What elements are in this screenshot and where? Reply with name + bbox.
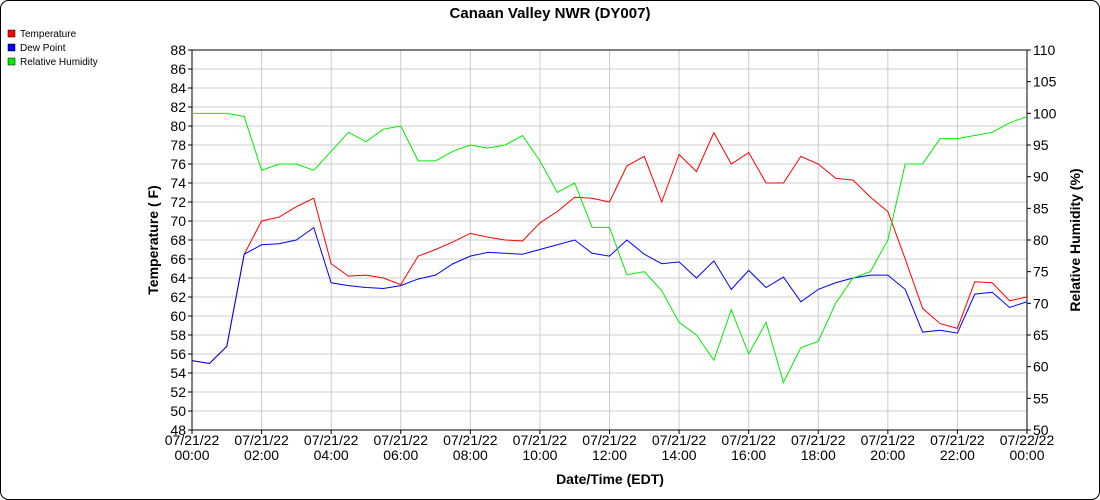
y-tick-label: 48 bbox=[170, 422, 186, 438]
y-tick-label: 60 bbox=[170, 308, 186, 324]
x-tick-label: 07/21/22 02:00 bbox=[234, 432, 289, 463]
chart-title: Canaan Valley NWR (DY007) bbox=[450, 5, 651, 22]
legend-label: Temperature bbox=[20, 29, 77, 40]
y2-tick-label: 110 bbox=[1033, 42, 1056, 58]
legend-label: Dew Point bbox=[20, 43, 66, 54]
y-tick-label: 54 bbox=[170, 365, 186, 381]
y2-axis-label: Relative Humidity (%) bbox=[1067, 168, 1083, 311]
x-tick-label: 07/21/22 20:00 bbox=[861, 432, 916, 463]
y-tick-label: 50 bbox=[170, 403, 186, 419]
x-tick-label: 07/21/22 00:00 bbox=[165, 432, 220, 463]
y2-tick-label: 100 bbox=[1033, 105, 1057, 121]
x-tick-label: 07/21/22 08:00 bbox=[443, 432, 498, 463]
y2-tick-label: 65 bbox=[1033, 327, 1049, 343]
y-tick-label: 62 bbox=[170, 289, 186, 305]
y-tick-label: 52 bbox=[170, 384, 186, 400]
y2-tick-label: 80 bbox=[1033, 232, 1049, 248]
y-tick-label: 70 bbox=[170, 213, 186, 229]
y2-tick-label: 95 bbox=[1033, 137, 1049, 153]
legend-label: Relative Humidity bbox=[20, 57, 98, 68]
y-tick-label: 68 bbox=[170, 232, 186, 248]
x-tick-label: 07/21/22 12:00 bbox=[582, 432, 637, 463]
y2-tick-label: 50 bbox=[1033, 422, 1049, 438]
legend-swatch bbox=[7, 57, 16, 66]
x-tick-label: 07/21/22 06:00 bbox=[374, 432, 429, 463]
series-line bbox=[192, 112, 1028, 384]
y2-tick-label: 70 bbox=[1033, 295, 1049, 311]
y2-tick-label: 55 bbox=[1033, 390, 1049, 406]
x-axis-label: Date/Time (EDT) bbox=[556, 471, 664, 487]
legend-swatch bbox=[7, 29, 16, 38]
y-tick-label: 86 bbox=[170, 61, 186, 77]
y-tick-label: 84 bbox=[170, 80, 186, 96]
x-tick-label: 07/21/22 10:00 bbox=[513, 432, 568, 463]
x-tick-label: 07/21/22 16:00 bbox=[721, 432, 776, 463]
y-tick-label: 72 bbox=[170, 194, 186, 210]
plot-border bbox=[191, 49, 1028, 431]
x-tick-label: 07/21/22 14:00 bbox=[652, 432, 707, 463]
y2-tick-label: 60 bbox=[1033, 359, 1049, 375]
y-tick-label: 80 bbox=[170, 118, 186, 134]
y-axis-label: Temperature ( F) bbox=[145, 185, 161, 294]
y-tick-label: 78 bbox=[170, 137, 186, 153]
y2-tick-label: 75 bbox=[1033, 264, 1049, 280]
y-tick-label: 56 bbox=[170, 346, 186, 362]
x-tick-label: 07/21/22 04:00 bbox=[304, 432, 359, 463]
series-line bbox=[191, 131, 1028, 365]
x-tick-label: 07/22/22 00:00 bbox=[1000, 432, 1055, 463]
y2-tick-label: 85 bbox=[1033, 200, 1049, 216]
y2-tick-label: 105 bbox=[1033, 74, 1057, 90]
y-tick-label: 88 bbox=[170, 42, 186, 58]
legend-swatch bbox=[7, 43, 16, 52]
y-tick-label: 76 bbox=[170, 156, 186, 172]
y-tick-label: 74 bbox=[170, 175, 186, 191]
y-tick-label: 58 bbox=[170, 327, 186, 343]
y-tick-label: 82 bbox=[170, 99, 186, 115]
y-tick-label: 66 bbox=[170, 251, 186, 267]
series-line bbox=[191, 226, 1028, 365]
y2-tick-label: 90 bbox=[1033, 169, 1049, 185]
x-tick-label: 07/21/22 18:00 bbox=[791, 432, 846, 463]
x-tick-label: 07/21/22 22:00 bbox=[930, 432, 985, 463]
y-tick-label: 64 bbox=[170, 270, 186, 286]
